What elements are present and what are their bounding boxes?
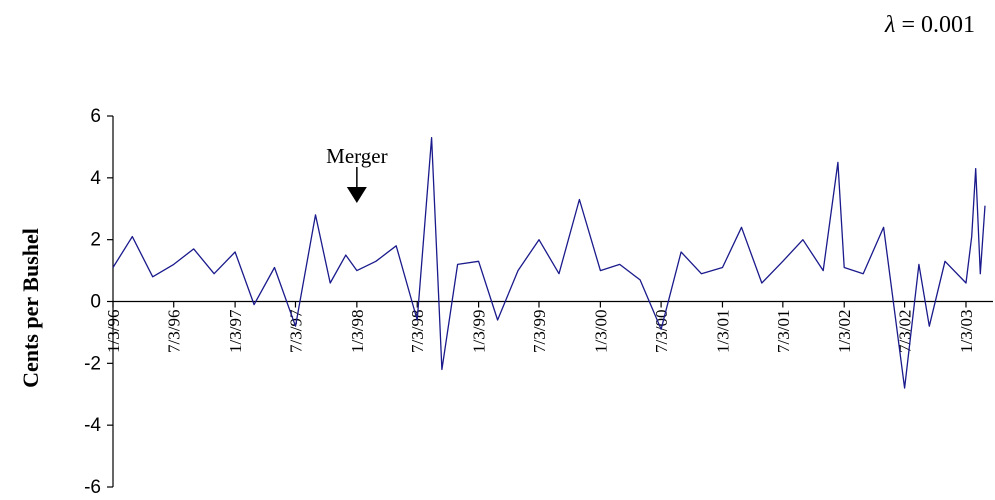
chart-axes: 6 4 2 0 -2 -4 -6 1/3/96 7/3/96 1/3/97 7/3/97 1/3/98… [84,106,993,498]
x-tick-label: 1/3/03 [957,310,976,353]
lambda-symbol: λ [885,12,896,38]
y-tick-label: -2 [84,353,101,374]
x-tick-label: 7/3/98 [408,310,427,353]
y-axis-label: Cents per Bushel [18,228,43,388]
merger-arrow-head [346,187,367,203]
x-tick-label: 1/3/01 [713,310,732,353]
x-tick-label: 1/3/97 [226,309,245,353]
y-tick-label: -6 [84,477,101,498]
x-tick-label: 7/3/96 [165,310,184,353]
x-tick-label: 1/3/00 [591,310,610,353]
y-tick-label: 0 [90,292,101,313]
x-tick-label: 7/3/97 [286,309,305,353]
x-tick-label: 1/3/98 [348,310,367,353]
y-tick-label: -4 [84,415,101,436]
x-tick-label: 1/3/02 [835,310,854,353]
x-tick-label: 7/3/01 [774,310,793,353]
y-tick-label: 4 [90,168,101,189]
y-tick-label: 6 [90,106,101,127]
x-tick-label: 1/3/99 [470,310,489,353]
merger-annotation-label: Merger [326,144,387,168]
series-line [112,136,986,389]
x-tick-label: 1/3/96 [104,310,123,353]
lambda-label: λ = 0.001 [885,12,975,39]
x-tick-label: 7/3/99 [530,310,549,353]
chart-series [112,136,986,389]
lambda-value: = 0.001 [895,12,975,38]
chart-annotation: Merger [326,144,388,203]
y-tick-label: 2 [90,230,101,251]
